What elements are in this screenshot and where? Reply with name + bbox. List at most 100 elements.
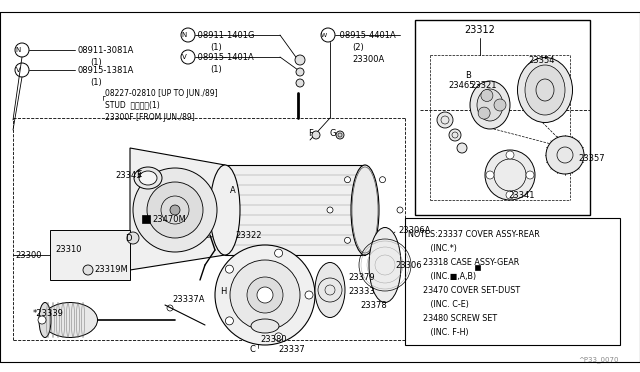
Ellipse shape [315, 263, 345, 317]
Text: (INC.*): (INC.*) [408, 244, 457, 253]
Ellipse shape [210, 165, 240, 255]
Text: NOTES:23337 COVER ASSY-REAR: NOTES:23337 COVER ASSY-REAR [408, 230, 540, 239]
Text: (1): (1) [90, 77, 102, 87]
Circle shape [147, 182, 203, 238]
Text: 23379: 23379 [348, 273, 374, 282]
Text: 23341: 23341 [508, 190, 534, 199]
Bar [415, 20, 590, 215]
Text: 23470M: 23470M [152, 215, 186, 224]
Text: 23470 COVER SET-DUST: 23470 COVER SET-DUST [408, 286, 520, 295]
Bar [50, 230, 130, 280]
Ellipse shape [251, 319, 279, 333]
Ellipse shape [39, 302, 51, 337]
Ellipse shape [477, 89, 503, 121]
Text: 23321: 23321 [470, 80, 497, 90]
Text: B: B [465, 71, 471, 80]
Circle shape [486, 171, 494, 179]
Text: W: W [321, 32, 327, 38]
Text: 23380: 23380 [260, 336, 287, 344]
Text: 23312: 23312 [465, 25, 495, 35]
Circle shape [380, 237, 385, 243]
Ellipse shape [134, 167, 162, 189]
Ellipse shape [351, 165, 379, 255]
Circle shape [344, 177, 351, 183]
Bar [475, 265, 480, 270]
Text: 08911-1401G: 08911-1401G [195, 31, 255, 39]
Text: 23343: 23343 [115, 170, 141, 180]
Circle shape [275, 333, 283, 341]
Ellipse shape [525, 65, 565, 115]
Text: 23465: 23465 [448, 80, 474, 90]
Circle shape [230, 260, 300, 330]
Circle shape [312, 131, 320, 139]
Text: H: H [220, 288, 227, 296]
Text: N: N [15, 47, 20, 53]
Ellipse shape [546, 136, 584, 174]
Circle shape [222, 292, 228, 298]
Text: G: G [330, 128, 337, 138]
Ellipse shape [485, 150, 535, 200]
Circle shape [170, 205, 180, 215]
Text: 23357: 23357 [578, 154, 605, 163]
Text: 23318 CASE ASSY-GEAR: 23318 CASE ASSY-GEAR [408, 258, 519, 267]
Text: 23300: 23300 [15, 250, 42, 260]
Circle shape [225, 317, 234, 325]
Circle shape [380, 177, 385, 183]
Text: (1): (1) [210, 42, 221, 51]
Circle shape [275, 249, 283, 257]
Bar [225, 165, 365, 255]
Text: 23300A: 23300A [352, 55, 384, 64]
Circle shape [526, 171, 534, 179]
Text: 23306A: 23306A [398, 225, 430, 234]
Text: (INC.■,A,B): (INC.■,A,B) [408, 272, 476, 281]
Text: (1): (1) [90, 58, 102, 67]
Ellipse shape [470, 81, 510, 129]
Text: F: F [308, 128, 313, 138]
Circle shape [247, 277, 283, 313]
Text: 23480 SCREW SET: 23480 SCREW SET [408, 314, 497, 323]
Text: A: A [230, 186, 236, 195]
Text: (2): (2) [352, 42, 364, 51]
Text: 23337A: 23337A [172, 295, 205, 305]
Text: 08911-3081A: 08911-3081A [77, 45, 133, 55]
Text: 23337: 23337 [278, 346, 305, 355]
Text: (INC. C-E): (INC. C-E) [408, 300, 469, 309]
Text: E: E [136, 170, 141, 179]
Text: 23300F [FROM JUN./89]: 23300F [FROM JUN./89] [105, 112, 195, 122]
Text: 08915-4401A: 08915-4401A [337, 31, 396, 39]
Circle shape [127, 232, 139, 244]
Circle shape [327, 207, 333, 213]
Text: 23322: 23322 [235, 231, 262, 240]
Circle shape [296, 68, 304, 76]
Text: 23310: 23310 [55, 246, 81, 254]
Circle shape [133, 168, 217, 252]
Text: *23339: *23339 [33, 308, 64, 317]
Text: 08915-1401A: 08915-1401A [195, 52, 253, 61]
Circle shape [478, 107, 490, 119]
Text: 08227-02810 [UP TO JUN./89]: 08227-02810 [UP TO JUN./89] [105, 89, 218, 97]
Circle shape [83, 265, 93, 275]
Text: (INC. F-H): (INC. F-H) [408, 328, 468, 337]
Circle shape [296, 79, 304, 87]
Circle shape [506, 191, 514, 199]
Circle shape [344, 237, 351, 243]
Circle shape [397, 207, 403, 213]
Text: ^P33_0070: ^P33_0070 [578, 357, 618, 363]
Text: (1): (1) [210, 64, 221, 74]
Text: 23306: 23306 [395, 260, 422, 269]
Bar [405, 218, 620, 345]
Bar [142, 215, 150, 223]
Circle shape [38, 316, 46, 324]
Text: STUD  スタッド(1): STUD スタッド(1) [105, 100, 160, 109]
Ellipse shape [139, 171, 157, 185]
Text: V: V [182, 54, 186, 60]
Circle shape [506, 151, 514, 159]
Circle shape [225, 265, 234, 273]
Circle shape [336, 131, 344, 139]
Text: 23354: 23354 [528, 55, 554, 64]
Text: 23319M: 23319M [94, 266, 128, 275]
Circle shape [449, 129, 461, 141]
Circle shape [494, 99, 506, 111]
Ellipse shape [42, 302, 97, 337]
Circle shape [295, 55, 305, 65]
